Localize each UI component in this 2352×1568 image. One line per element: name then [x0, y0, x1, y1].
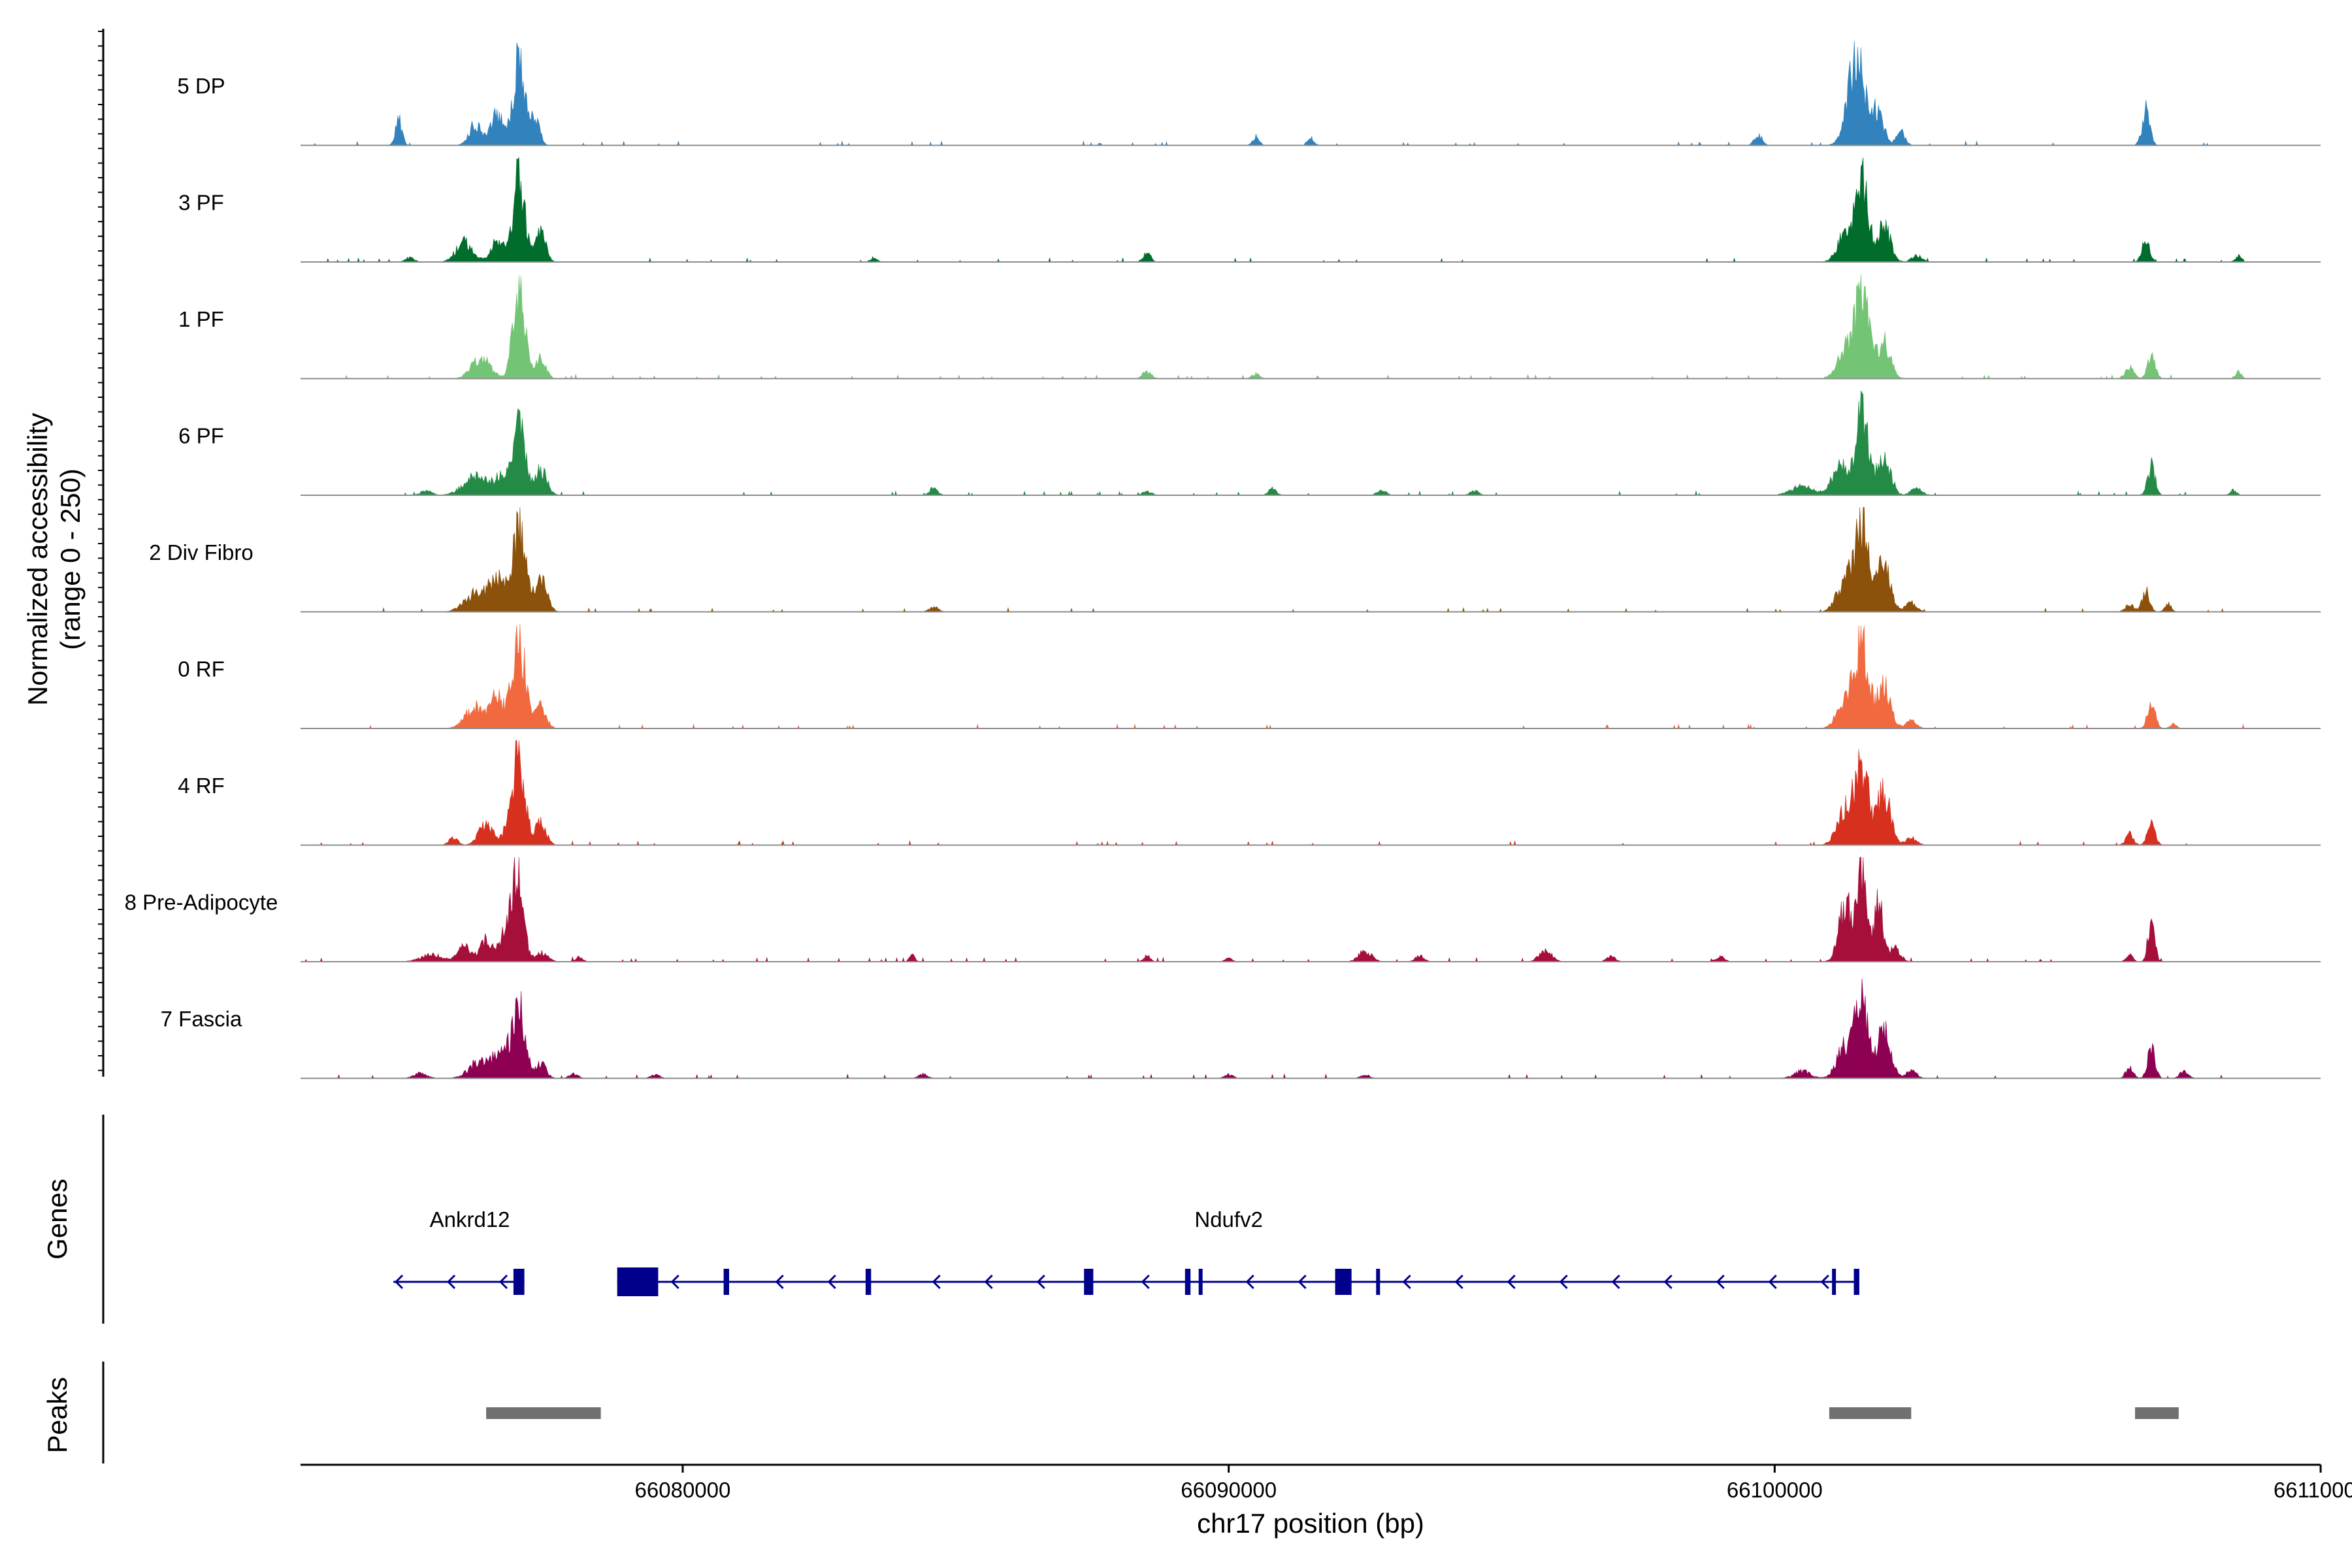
- track-7-fascia: 7 Fascia: [161, 978, 2321, 1079]
- peak-region: [486, 1407, 601, 1419]
- strand-arrow: [1454, 1274, 1463, 1290]
- gene-ndufv2: Ndufv2: [617, 1207, 1859, 1296]
- gene-track: Ankrd12 Ndufv2: [102, 1115, 1859, 1324]
- gene-exon: [723, 1269, 729, 1295]
- track-3-pf: 3 PF: [178, 156, 2321, 263]
- gene-exon: [1376, 1269, 1380, 1295]
- track-label: 1 PF: [178, 307, 224, 331]
- strand-arrow: [394, 1274, 404, 1290]
- track-label: 8 Pre-Adipocyte: [125, 890, 278, 915]
- gene-exon: [1335, 1269, 1352, 1295]
- track-label: 0 RF: [178, 657, 225, 681]
- track-label: 2 Div Fibro: [149, 540, 253, 564]
- gene-exon: [617, 1267, 659, 1296]
- gene-exon: [1084, 1269, 1094, 1295]
- peak-region: [2134, 1407, 2179, 1419]
- strand-arrow: [775, 1274, 784, 1290]
- track-2-div-fibro: 2 Div Fibro: [149, 507, 2321, 613]
- strand-arrow: [446, 1274, 456, 1290]
- x-axis: 66080000 66090000 66100000 66110000: [301, 1463, 2352, 1502]
- x-tick-label: 66080000: [635, 1478, 731, 1502]
- strand-arrow: [1663, 1274, 1673, 1290]
- strand-arrow: [1716, 1274, 1725, 1290]
- x-tick-label: 66100000: [1727, 1478, 1823, 1502]
- x-tick-label: 66110000: [2274, 1478, 2352, 1502]
- track-4-rf: 4 RF: [178, 740, 2321, 846]
- gene-exon: [1198, 1269, 1203, 1295]
- strand-arrow: [984, 1274, 993, 1290]
- x-tick-label: 66090000: [1181, 1478, 1277, 1502]
- peak-region: [1829, 1407, 1912, 1419]
- peaks-track-label: Peaks: [42, 1377, 73, 1454]
- strand-arrow: [670, 1274, 679, 1290]
- strand-arrow: [1141, 1274, 1150, 1290]
- genes-track-label: Genes: [42, 1179, 73, 1260]
- track-label: 4 RF: [178, 774, 225, 798]
- strand-arrow: [1559, 1274, 1568, 1290]
- track-label: 5 DP: [177, 74, 225, 98]
- strand-arrow: [498, 1274, 508, 1290]
- strand-arrow: [827, 1274, 836, 1290]
- y-axis: [98, 29, 105, 1077]
- x-axis-label: chr17 position (bp): [1197, 1508, 1424, 1539]
- gene-label: Ndufv2: [1194, 1207, 1263, 1232]
- strand-arrow: [1768, 1274, 1777, 1290]
- strand-arrow: [1245, 1274, 1254, 1290]
- gene-exon: [1184, 1269, 1191, 1295]
- strand-arrow: [1298, 1274, 1307, 1290]
- track-label: 3 PF: [178, 191, 224, 215]
- gene-ankrd12: Ankrd12: [393, 1207, 525, 1295]
- strand-arrow: [1036, 1274, 1045, 1290]
- track-1-pf: 1 PF: [178, 274, 2321, 380]
- strand-arrow: [1611, 1274, 1620, 1290]
- strand-arrow: [1507, 1274, 1516, 1290]
- gene-exon: [513, 1269, 525, 1295]
- gene-label: Ankrd12: [430, 1207, 510, 1232]
- track-0-rf: 0 RF: [178, 623, 2321, 730]
- peak-track: [102, 1362, 2179, 1463]
- track-label: 7 Fascia: [161, 1007, 242, 1031]
- coverage-tracks: 5 DP 3 PF 1 PF 6 PF 2 Div Fibro 0 RF 4 RF 8 Pre…: [125, 41, 2321, 1079]
- y-axis-label-line1: Normalized accessibility: [22, 413, 53, 706]
- gene-exon: [865, 1269, 872, 1295]
- gene-exon: [1832, 1269, 1837, 1295]
- strand-arrow: [1402, 1274, 1411, 1290]
- y-axis-label-line2: (range 0 - 250): [55, 468, 86, 650]
- gene-exon: [1854, 1269, 1859, 1295]
- track-6-pf: 6 PF: [178, 390, 2321, 497]
- strand-arrow: [1820, 1274, 1829, 1290]
- track-label: 6 PF: [178, 424, 224, 448]
- track-8-pre-adipocyte: 8 Pre-Adipocyte: [125, 857, 2321, 962]
- track-5-dp: 5 DP: [177, 41, 2321, 146]
- strand-arrow: [932, 1274, 941, 1290]
